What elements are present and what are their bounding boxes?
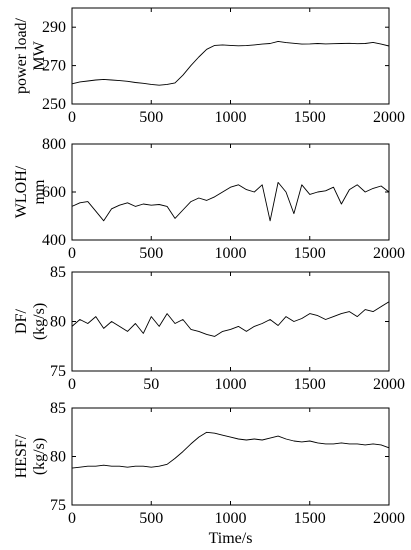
x-tick-label: 1500 <box>294 109 326 126</box>
y-tick-label: 290 <box>42 19 66 36</box>
series-line <box>71 181 390 222</box>
y-axis-label: DF/(kg/s) <box>13 303 48 340</box>
y-tick-label: 85 <box>50 264 66 281</box>
x-tick-label: 0 <box>68 245 76 262</box>
series-line <box>71 301 390 337</box>
x-tick-label: 0 <box>68 376 76 393</box>
x-tick-label: 1500 <box>294 376 326 393</box>
x-tick-label: 2000 <box>373 376 405 393</box>
y-axis-label-line: (kg/s) <box>31 303 48 340</box>
y-tick-label: 250 <box>42 96 66 113</box>
y-axis-label-line: WLOH/ <box>13 165 30 218</box>
plot-frame <box>71 143 390 241</box>
x-tick-label: 1000 <box>215 245 247 262</box>
panel-df: 0 50 1000 1500 2000 75 80 85 DF/(kg/s) <box>13 264 405 393</box>
plot-frame <box>71 271 390 372</box>
y-axis-label-line: HESF/ <box>13 434 30 478</box>
plot-frame <box>71 7 390 105</box>
y-tick-label: 270 <box>42 58 66 75</box>
x-tick-label: 1000 <box>215 510 247 527</box>
y-axis-label: WLOH/mm <box>13 165 48 218</box>
series-line <box>71 431 390 469</box>
x-tick-label: 50 <box>143 376 159 393</box>
y-tick-label: 800 <box>42 136 66 153</box>
x-tick-label: 500 <box>139 109 163 126</box>
x-tick-label: 1000 <box>215 109 247 126</box>
y-tick-label: 75 <box>50 363 66 380</box>
plot-frame <box>71 407 390 506</box>
y-axis-label-line: power load/ <box>13 17 30 94</box>
x-tick-label: 1500 <box>294 510 326 527</box>
y-tick-label: 75 <box>50 497 66 514</box>
y-axis-label-line: mm <box>31 179 48 204</box>
x-tick-label: 2000 <box>373 109 405 126</box>
y-axis-label: power load/MW <box>13 17 48 94</box>
y-tick-label: 400 <box>42 232 66 249</box>
series-line <box>71 40 390 86</box>
y-axis-label-line: DF/ <box>13 309 30 334</box>
y-axis-label-line: MW <box>31 40 48 70</box>
x-tick-label: 500 <box>139 510 163 527</box>
x-tick-label: 1000 <box>215 376 247 393</box>
y-tick-label: 600 <box>42 184 66 201</box>
x-tick-label: 1500 <box>294 245 326 262</box>
x-tick-label: 2000 <box>373 245 405 262</box>
x-tick-label: 0 <box>68 510 76 527</box>
y-tick-label: 85 <box>50 400 66 417</box>
x-tick-label: 500 <box>139 245 163 262</box>
x-tick-label: 2000 <box>373 510 405 527</box>
y-tick-label: 80 <box>50 314 66 331</box>
x-tick-label: 0 <box>68 109 76 126</box>
y-axis-label-line: (kg/s) <box>31 438 48 475</box>
y-axis-label: HESF/(kg/s) <box>13 434 48 478</box>
x-axis-label: Time/s <box>209 530 253 547</box>
y-tick-label: 80 <box>50 449 66 466</box>
panel-wloh: 0 500 1000 1500 2000 400 600 800 WLOH/mm <box>13 136 405 262</box>
